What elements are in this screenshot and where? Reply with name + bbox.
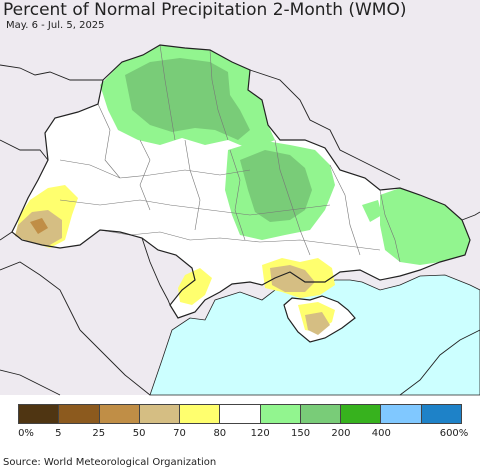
legend-swatch — [19, 405, 60, 423]
legend-label: 600% — [439, 428, 469, 439]
legend-swatch — [341, 405, 382, 423]
very-wet-zone-east — [240, 150, 312, 222]
legend-label: 80 — [213, 428, 227, 439]
ukraine-border — [11, 44, 471, 319]
very-wet-zone-north — [125, 58, 250, 140]
legend-label: 150 — [290, 428, 311, 439]
wet-zone-small-1 — [362, 200, 382, 222]
legend-swatch — [300, 405, 342, 423]
source-credit: Source: World Meteorological Organizatio… — [3, 457, 217, 468]
legend-swatch — [421, 405, 461, 423]
legend-label: 200 — [331, 428, 351, 439]
driest-zone-west — [30, 218, 48, 234]
country-borders — [0, 64, 480, 396]
drier-zone-crimea — [305, 312, 330, 335]
legend-label: 0% — [18, 428, 34, 439]
map-title: Percent of Normal Precipitation 2-Month … — [3, 0, 407, 20]
legend-label: 5 — [55, 428, 62, 439]
legend-label: 120 — [250, 428, 270, 439]
legend-label: 25 — [92, 428, 106, 439]
date-range: May. 6 - Jul. 5, 2025 — [6, 20, 105, 31]
legend-labels: 0% 5 25 50 70 80 120 150 200 400 600% — [0, 428, 480, 442]
oblast-boundaries — [59, 44, 401, 263]
legend-swatch — [220, 405, 261, 423]
drier-zone-south — [270, 265, 315, 292]
legend-label: 70 — [173, 428, 186, 439]
legend-swatch — [99, 405, 140, 423]
legend-swatch — [381, 405, 422, 423]
legend-swatch — [59, 405, 100, 423]
legend-swatch — [139, 405, 181, 423]
legend-bar — [18, 404, 462, 424]
legend-label: 400 — [371, 428, 391, 439]
legend-swatch — [180, 405, 221, 423]
dry-zone-south-odesa — [178, 268, 212, 305]
legend-swatch — [260, 405, 301, 423]
legend-label: 50 — [132, 428, 146, 439]
crimea-border — [283, 295, 356, 343]
